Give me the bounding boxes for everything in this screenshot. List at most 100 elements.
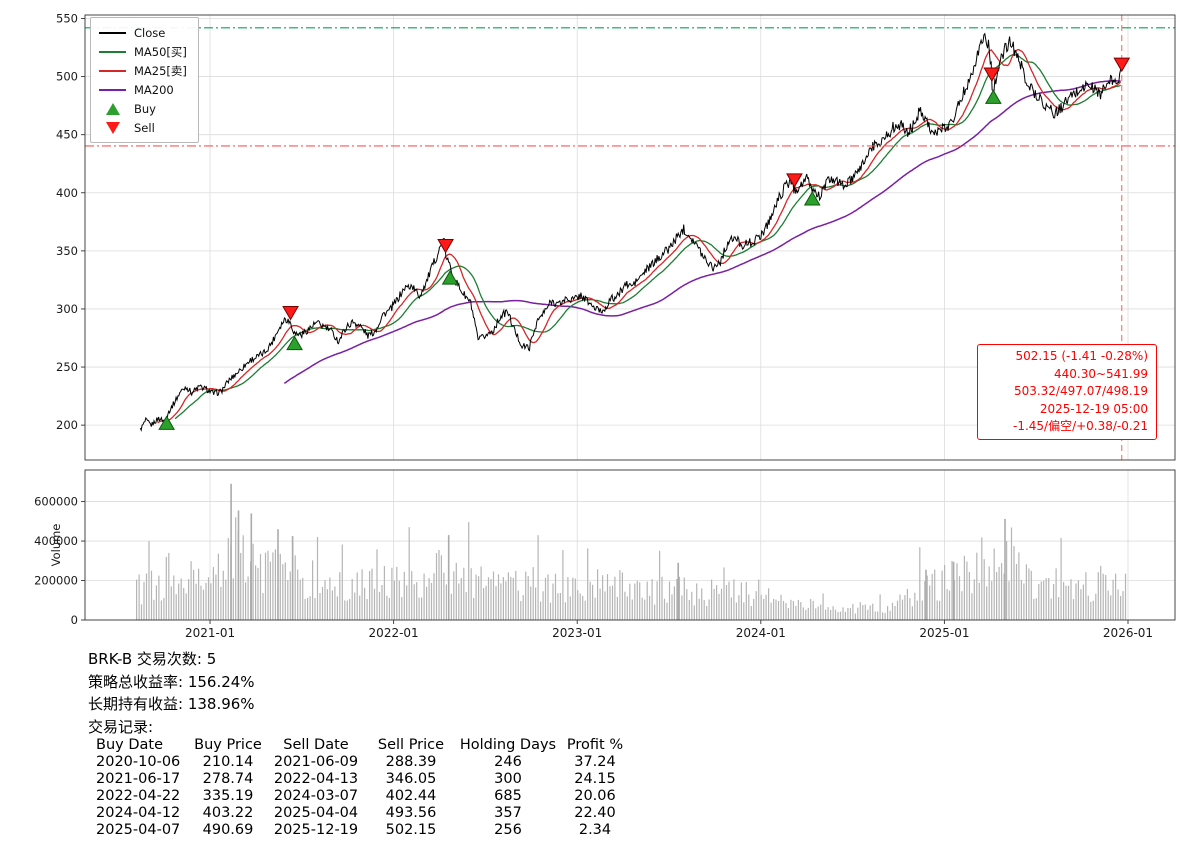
- legend-label: MA25[卖]: [134, 63, 187, 78]
- trade-row: 2022-04-22 335.19 2024-03-07 402.44 685 20.06: [92, 788, 630, 805]
- ma25-line: [157, 49, 1122, 424]
- trade-cell: 2022-04-13: [273, 771, 359, 787]
- ma25-line-swatch: [99, 69, 126, 72]
- tick-label: 400: [56, 186, 78, 200]
- tick-label: 600000: [34, 495, 78, 509]
- tick-label: 200000: [34, 574, 78, 588]
- legend-label: MA50[买]: [134, 44, 187, 59]
- trade-cell: 493.56: [385, 805, 437, 821]
- trade-cell: 2025-04-07: [96, 822, 181, 838]
- tick-label: 2021-01: [185, 626, 235, 640]
- trade-cell: 256: [494, 822, 522, 838]
- trade-cell: 2021-06-17: [96, 771, 181, 787]
- trade-record-table: Buy Date Buy Price Sell Date Sell Price Hold…: [92, 737, 630, 839]
- annotation-box: 502.15 (-1.41 -0.28%) 440.30~541.99 503.32…: [977, 344, 1157, 440]
- trade-cell: 403.22: [202, 805, 254, 821]
- legend-item: Close: [99, 23, 187, 42]
- trade-cell: 2025-12-19: [273, 822, 359, 838]
- legend-item: Buy: [99, 99, 187, 118]
- close-line: [139, 32, 1122, 432]
- ma200-line: [283, 80, 1121, 384]
- tick-label: 550: [56, 11, 78, 25]
- trade-cell: 300: [494, 771, 522, 787]
- trade-cell: 278.74: [202, 771, 254, 787]
- sell-marker: [282, 305, 299, 321]
- buy-marker: [984, 89, 1002, 104]
- buy-marker: [803, 191, 821, 206]
- price-series: [139, 32, 1122, 432]
- trade-cell: 37.24: [574, 754, 616, 770]
- stat-line: 长期持有收益: 138.96%: [88, 695, 255, 713]
- trade-cell: 210.14: [202, 754, 254, 770]
- buy-marker-icon: [106, 102, 120, 115]
- tick-label: Volume: [49, 524, 63, 567]
- stat-line: 策略总收益率: 156.24%: [88, 672, 255, 691]
- trade-cell: 24.15: [574, 771, 616, 787]
- tick-label: 2026-01: [1103, 626, 1153, 640]
- buy-marker: [441, 270, 459, 285]
- strategy-stats: BRK-B 交易次数: 5 策略总收益率: 156.24% 长期持有收益: 138.…: [88, 648, 255, 738]
- legend-label: Sell: [134, 120, 155, 135]
- trade-cell: 246: [494, 754, 522, 770]
- ma200-line-swatch: [99, 88, 126, 91]
- stat-line: 交易记录:: [88, 717, 154, 736]
- tick-label: 500: [56, 70, 78, 84]
- tick-label: 2022-01: [369, 626, 419, 640]
- trade-cell: 2025-04-04: [273, 805, 359, 821]
- annotation-line: 503.32/497.07/498.19: [1013, 384, 1148, 398]
- annotation-line: 2025-12-19 05:00: [1039, 401, 1148, 416]
- trade-row: 2020-10-06 210.14 2021-06-09 288.39 246 37.24: [92, 754, 630, 771]
- legend-item: MA200: [99, 80, 187, 99]
- sell-marker: [786, 173, 803, 188]
- sell-marker-icon: [106, 121, 120, 134]
- trade-cell: 502.15: [385, 822, 437, 838]
- trade-table-body: 2020-10-06 210.14 2021-06-09 288.39 246 37.24…: [92, 754, 630, 839]
- sell-marker: [437, 238, 454, 254]
- legend-item: Sell: [99, 118, 187, 137]
- trade-cell: 402.44: [385, 788, 437, 804]
- trade-col-header: Holding Days: [459, 737, 557, 753]
- trade-cell: 335.19: [202, 788, 254, 804]
- annotation-line: 502.15 (-1.41 -0.28%): [1015, 349, 1148, 363]
- tick-label: 400000: [34, 534, 78, 548]
- volume-bars: [136, 483, 1127, 620]
- trade-col-header: Profit %: [566, 737, 624, 753]
- trade-col-header: Sell Price: [377, 737, 445, 753]
- trade-cell: 2024-04-12: [96, 805, 181, 821]
- stat-line: BRK-B 交易次数: 5: [88, 650, 217, 668]
- trade-cell: 2020-10-06: [96, 754, 181, 770]
- trade-table-header: Buy Date Buy Price Sell Date Sell Price Hold…: [92, 737, 630, 754]
- tick-label: 450: [56, 128, 78, 142]
- tick-label: 2023-01: [552, 626, 602, 640]
- trade-cell: 2021-06-09: [273, 754, 359, 770]
- trade-cell: 22.40: [574, 805, 616, 821]
- trade-markers: [158, 57, 1131, 430]
- trade-col-header: Buy Date: [96, 737, 163, 753]
- trade-row: 2024-04-12 403.22 2025-04-04 493.56 357 22.40: [92, 805, 630, 822]
- buy-marker: [286, 335, 303, 351]
- trade-cell: 2024-03-07: [273, 788, 359, 804]
- trade-cell: 288.39: [385, 754, 437, 770]
- trade-cell: 685: [494, 788, 522, 804]
- sell-marker: [1113, 57, 1131, 73]
- legend: Close MA50[买] MA25[卖] MA200 Buy Sell: [90, 17, 199, 143]
- trade-cell: 357: [494, 805, 522, 821]
- legend-label: Close: [134, 25, 166, 40]
- tick-label: 350: [56, 244, 78, 258]
- tick-label: 0: [71, 613, 78, 627]
- annotation-line: 440.30~541.99: [1053, 366, 1148, 381]
- buy-marker: [158, 415, 176, 430]
- trade-cell: 20.06: [574, 788, 616, 804]
- tick-label: 250: [56, 360, 78, 374]
- close-line-swatch: [99, 31, 126, 34]
- legend-item: MA25[卖]: [99, 61, 187, 80]
- legend-item: MA50[买]: [99, 42, 187, 61]
- trade-col-header: Sell Date: [283, 737, 349, 753]
- legend-label: Buy: [134, 101, 156, 116]
- trade-cell: 490.69: [202, 822, 254, 838]
- trade-col-header: Buy Price: [194, 737, 262, 753]
- sell-marker: [983, 67, 1001, 83]
- tick-label: 200: [56, 418, 78, 432]
- axes: 200 250 300 350 400 450 500 550 0 200000 400000 600…: [34, 11, 1176, 640]
